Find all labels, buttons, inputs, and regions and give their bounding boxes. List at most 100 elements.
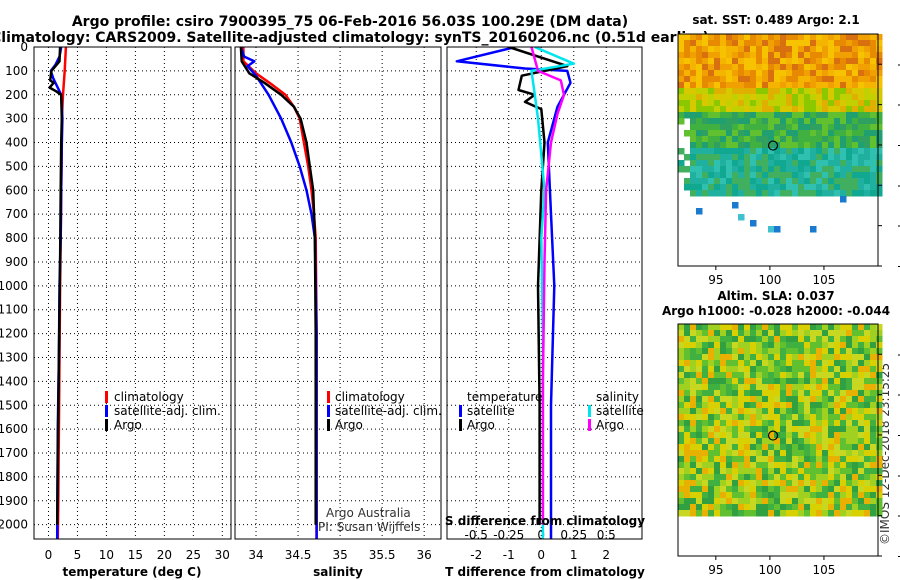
map-cell: [864, 40, 871, 47]
map-cell: [732, 330, 739, 337]
map-cell: [708, 378, 715, 385]
map-cell: [780, 474, 787, 481]
map-cell: [876, 124, 883, 131]
map-cell: [774, 342, 781, 349]
map-cell: [768, 106, 775, 113]
map-cell: [750, 360, 757, 367]
map-cell: [756, 342, 763, 349]
map-cell: [744, 450, 751, 457]
map-cell: [684, 178, 691, 185]
map-cell: [738, 154, 745, 161]
map-cell: [738, 366, 745, 373]
map-cell: [732, 336, 739, 343]
map-cell: [864, 462, 871, 469]
map-cell: [726, 438, 733, 445]
map-cell: [858, 88, 865, 95]
map-cell: [828, 468, 835, 475]
map-cell: [708, 330, 715, 337]
map-cell: [756, 510, 763, 517]
map-cell: [828, 444, 835, 451]
map-cell: [768, 148, 775, 155]
map-cell: [768, 414, 775, 421]
map-cell: [840, 420, 847, 427]
map-cell: [678, 504, 685, 511]
map-cell: [690, 384, 697, 391]
map-cell: [774, 76, 781, 83]
map-cell: [702, 498, 709, 505]
map-cell: [714, 348, 721, 355]
map-cell: [774, 154, 781, 161]
map-cell: [840, 504, 847, 511]
map-cell: [774, 474, 781, 481]
map-cell: [876, 378, 883, 385]
map-cell: [840, 378, 847, 385]
map-cell: [726, 100, 733, 107]
map-cell: [720, 52, 727, 59]
map-cell: [822, 462, 829, 469]
map-cell: [870, 136, 877, 143]
map-cell: [840, 76, 847, 83]
map-cell: [798, 324, 805, 331]
map-cell: [750, 106, 757, 113]
map-cell: [864, 378, 871, 385]
map-cell: [780, 366, 787, 373]
map-cell: [786, 492, 793, 499]
map-cell: [798, 88, 805, 95]
map-cell: [780, 480, 787, 487]
map-cell: [822, 432, 829, 439]
map-cell: [816, 112, 823, 119]
legend-label-climatology: climatology: [114, 390, 184, 404]
map-cell: [876, 190, 883, 197]
map-cell: [684, 82, 691, 89]
map-cell: [804, 510, 811, 517]
map-cell: [738, 136, 745, 143]
map-cell: [816, 366, 823, 373]
map-cell: [870, 420, 877, 427]
map-cell: [846, 492, 853, 499]
map-cell: [726, 420, 733, 427]
map-cell: [780, 486, 787, 493]
map-cell: [702, 414, 709, 421]
map-cell: [750, 474, 757, 481]
map-cell: [726, 94, 733, 101]
map-cell: [876, 504, 883, 511]
map-cell: [690, 178, 697, 185]
map-cell: [828, 58, 835, 65]
map-cell: [732, 118, 739, 125]
map-cell: [726, 106, 733, 113]
map-cell: [678, 444, 685, 451]
x-tick-label: 36: [417, 548, 432, 562]
map-cell: [870, 70, 877, 77]
map-cell: [720, 130, 727, 137]
map-cell: [870, 172, 877, 179]
map-cell: [780, 444, 787, 451]
map-cell: [840, 46, 847, 53]
map-cell: [798, 342, 805, 349]
map-cell: [780, 378, 787, 385]
map-cell: [774, 82, 781, 89]
map-frame: [677, 33, 879, 267]
map-cell: [804, 468, 811, 475]
map-cell: [696, 396, 703, 403]
map-cell: [834, 190, 841, 197]
map-cell: [684, 94, 691, 101]
map-cell: [750, 336, 757, 343]
map-cell: [702, 396, 709, 403]
salinity-legend: climatology satellite-adj. clim. Argo: [327, 390, 442, 432]
map-cell: [840, 142, 847, 149]
map-cell: [846, 414, 853, 421]
map-cell: [726, 480, 733, 487]
map-cell: [864, 100, 871, 107]
map-cell: [750, 498, 757, 505]
map-cell: [780, 372, 787, 379]
map-cell: [720, 462, 727, 469]
x-tick-label: 0: [537, 548, 545, 562]
map-cell: [792, 360, 799, 367]
map-cell: [720, 64, 727, 71]
x-tick-label: 0: [45, 548, 53, 562]
map-cell: [714, 498, 721, 505]
depth-tick-label: 100: [5, 64, 28, 78]
map-cell: [864, 124, 871, 131]
map-cell: [696, 112, 703, 119]
map-cell: [774, 190, 781, 197]
